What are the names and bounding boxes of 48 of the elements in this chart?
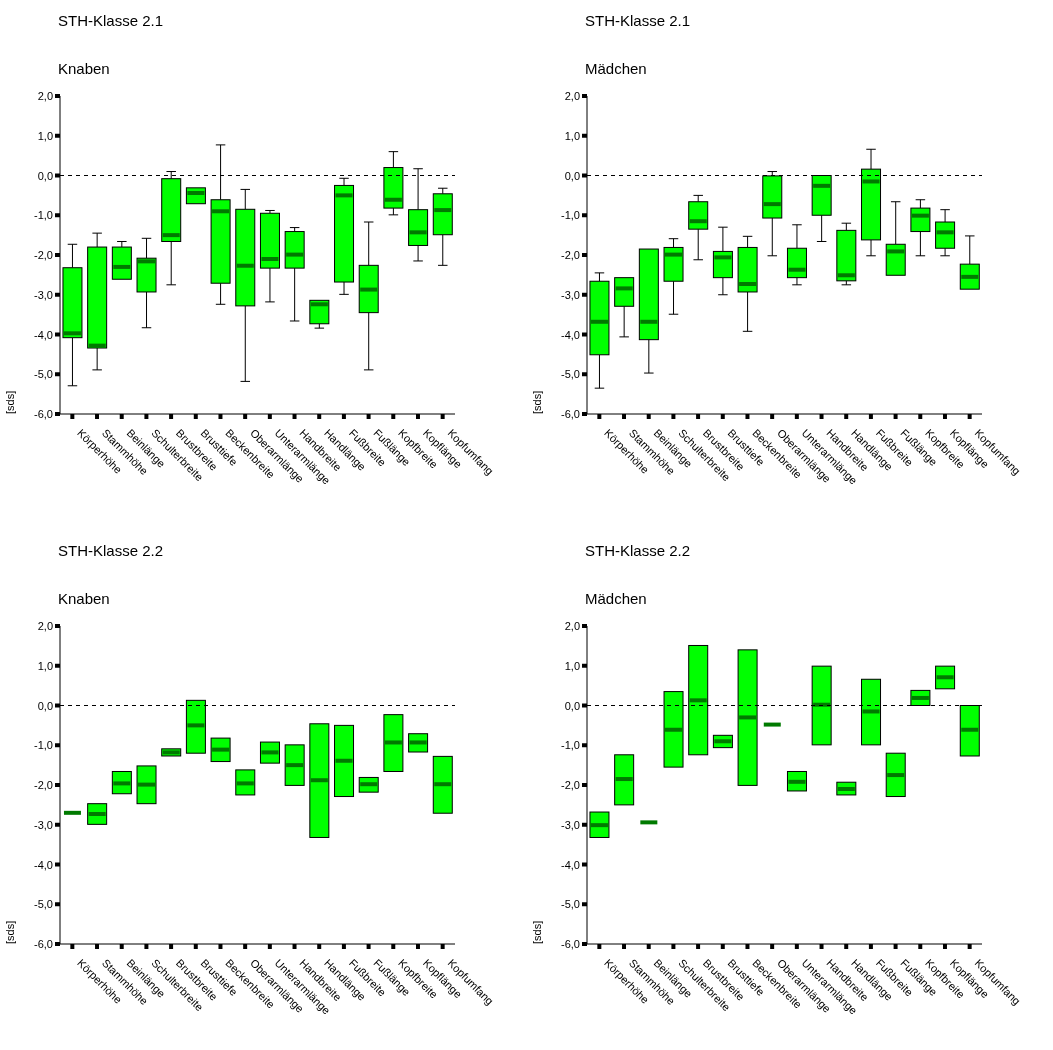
y-tick-label: 2,0 [37, 90, 53, 102]
y-tick-label: -6,0 [561, 938, 580, 950]
y-tick-label: 1,0 [564, 129, 580, 142]
y-tick-label: 1,0 [564, 659, 580, 672]
chart-title: STH-Klasse 2.2 [585, 542, 691, 559]
chart-subtitle: Knaben [58, 590, 110, 607]
y-axis-title: [sds] [531, 390, 543, 414]
y-tick-label: 1,0 [37, 659, 53, 672]
chart-subtitle: Mädchen [585, 60, 647, 77]
y-tick-label: 0,0 [564, 699, 580, 712]
y-tick-label: -4,0 [561, 328, 580, 341]
y-tick-label: 0,0 [564, 169, 580, 182]
y-tick-label: -2,0 [34, 779, 53, 791]
y-tick-label: -6,0 [34, 408, 53, 420]
y-tick-label: -2,0 [561, 249, 580, 261]
chart-title: STH-Klasse 2.1 [585, 12, 691, 29]
y-tick-label: -1,0 [34, 739, 53, 752]
y-tick-label: -4,0 [34, 328, 53, 341]
y-tick-label: -2,0 [34, 249, 53, 261]
y-tick-label: 2,0 [37, 620, 53, 632]
chart-title: STH-Klasse 2.2 [58, 542, 164, 559]
y-tick-label: -5,0 [34, 898, 53, 911]
y-tick-label: 2,0 [564, 90, 580, 102]
chart-subtitle: Knaben [58, 60, 110, 77]
y-tick-label: -1,0 [561, 209, 580, 222]
y-tick-label: -1,0 [561, 739, 580, 752]
y-tick-label: -3,0 [34, 288, 53, 301]
y-tick-label: -5,0 [561, 368, 580, 381]
y-tick-label: -4,0 [34, 858, 53, 871]
y-tick-label: -6,0 [561, 408, 580, 420]
y-tick-label: -3,0 [561, 818, 580, 831]
y-tick-label: -5,0 [561, 898, 580, 911]
y-axis-title: [sds] [531, 920, 543, 944]
y-tick-label: -3,0 [561, 288, 580, 301]
y-tick-label: 1,0 [37, 129, 53, 142]
chart-subtitle: Mädchen [585, 590, 647, 607]
y-tick-label: 2,0 [564, 620, 580, 632]
chart-title: STH-Klasse 2.1 [58, 12, 164, 29]
y-tick-label: -6,0 [34, 938, 53, 950]
y-tick-label: -2,0 [561, 779, 580, 791]
y-tick-label: -4,0 [561, 858, 580, 871]
y-tick-label: 0,0 [37, 699, 53, 712]
y-axis-title: [sds] [4, 390, 16, 414]
y-axis-title: [sds] [4, 920, 16, 944]
y-tick-label: -1,0 [34, 209, 53, 222]
y-tick-label: -5,0 [34, 368, 53, 381]
y-tick-label: -3,0 [34, 818, 53, 831]
y-tick-label: 0,0 [37, 169, 53, 182]
